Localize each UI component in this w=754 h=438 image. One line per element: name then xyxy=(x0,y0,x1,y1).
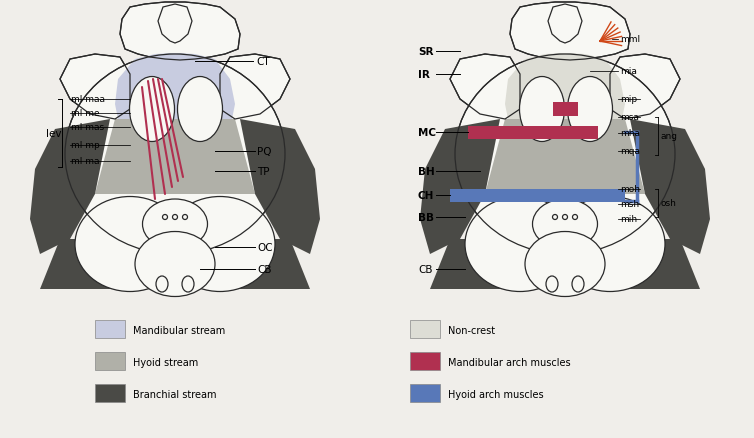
Text: IR: IR xyxy=(418,70,430,80)
Polygon shape xyxy=(30,120,110,254)
Bar xyxy=(95,320,125,338)
Text: PQ: PQ xyxy=(257,147,271,157)
Polygon shape xyxy=(430,240,700,290)
Bar xyxy=(95,384,125,402)
Text: msa: msa xyxy=(620,113,639,122)
Text: lev: lev xyxy=(46,129,62,139)
Ellipse shape xyxy=(143,200,207,249)
Text: Mandibular arch muscles: Mandibular arch muscles xyxy=(448,357,571,367)
Ellipse shape xyxy=(65,55,285,254)
Text: BB: BB xyxy=(418,212,434,223)
Text: osh: osh xyxy=(661,199,677,208)
Ellipse shape xyxy=(135,232,215,297)
Bar xyxy=(450,190,625,202)
Polygon shape xyxy=(60,55,130,120)
Text: mih: mih xyxy=(620,215,637,224)
Polygon shape xyxy=(485,120,645,194)
Bar xyxy=(410,384,440,402)
Ellipse shape xyxy=(525,232,605,297)
Polygon shape xyxy=(95,120,255,194)
Text: ml me: ml me xyxy=(71,109,100,118)
Polygon shape xyxy=(510,3,630,61)
Polygon shape xyxy=(630,120,710,254)
Text: mqa: mqa xyxy=(620,147,640,156)
Text: ml mas: ml mas xyxy=(71,123,104,132)
Text: mia: mia xyxy=(620,67,637,76)
Text: mml: mml xyxy=(620,35,640,44)
Bar xyxy=(553,103,578,117)
Text: ml maa: ml maa xyxy=(71,95,105,104)
Ellipse shape xyxy=(455,55,675,254)
Ellipse shape xyxy=(546,276,558,292)
Polygon shape xyxy=(158,5,192,44)
Text: CT: CT xyxy=(256,57,270,67)
Polygon shape xyxy=(505,54,625,162)
Ellipse shape xyxy=(130,78,174,142)
Ellipse shape xyxy=(182,215,188,220)
Text: mha: mha xyxy=(620,129,640,138)
Ellipse shape xyxy=(520,78,565,142)
Text: Non-crest: Non-crest xyxy=(448,325,495,335)
Ellipse shape xyxy=(165,197,275,292)
Text: CB: CB xyxy=(257,265,271,274)
Polygon shape xyxy=(220,55,290,120)
Text: MC: MC xyxy=(418,128,436,138)
Polygon shape xyxy=(240,120,320,254)
Text: msh: msh xyxy=(620,200,639,209)
Ellipse shape xyxy=(182,276,194,292)
Ellipse shape xyxy=(177,78,222,142)
Ellipse shape xyxy=(572,276,584,292)
Text: Hyoid arch muscles: Hyoid arch muscles xyxy=(448,389,544,399)
Text: ml ma: ml ma xyxy=(71,157,100,166)
Text: CB: CB xyxy=(418,265,433,274)
Text: SR: SR xyxy=(418,47,434,57)
Ellipse shape xyxy=(553,215,557,220)
Ellipse shape xyxy=(163,215,167,220)
Ellipse shape xyxy=(75,197,185,292)
Ellipse shape xyxy=(555,197,665,292)
Polygon shape xyxy=(120,3,240,61)
Bar xyxy=(410,352,440,370)
Polygon shape xyxy=(40,240,310,290)
Ellipse shape xyxy=(173,215,177,220)
Text: Mandibular stream: Mandibular stream xyxy=(133,325,225,335)
Text: CH: CH xyxy=(418,191,434,201)
Polygon shape xyxy=(420,120,500,254)
Polygon shape xyxy=(610,55,680,120)
Ellipse shape xyxy=(562,215,568,220)
Polygon shape xyxy=(548,5,582,44)
Ellipse shape xyxy=(532,200,597,249)
Bar xyxy=(95,352,125,370)
Polygon shape xyxy=(450,55,520,120)
Polygon shape xyxy=(115,54,235,162)
Text: TP: TP xyxy=(257,166,269,177)
Text: mip: mip xyxy=(620,95,637,104)
Text: ang: ang xyxy=(661,132,678,141)
Ellipse shape xyxy=(465,197,575,292)
Text: Branchial stream: Branchial stream xyxy=(133,389,216,399)
Bar xyxy=(410,320,440,338)
Ellipse shape xyxy=(568,78,612,142)
Text: BH: BH xyxy=(418,166,435,177)
Bar xyxy=(468,127,598,140)
Ellipse shape xyxy=(156,276,168,292)
Text: Hyoid stream: Hyoid stream xyxy=(133,357,198,367)
Ellipse shape xyxy=(572,215,578,220)
Text: moh: moh xyxy=(620,185,640,194)
Text: ml mp: ml mp xyxy=(71,141,100,150)
Text: OC: OC xyxy=(257,243,273,252)
